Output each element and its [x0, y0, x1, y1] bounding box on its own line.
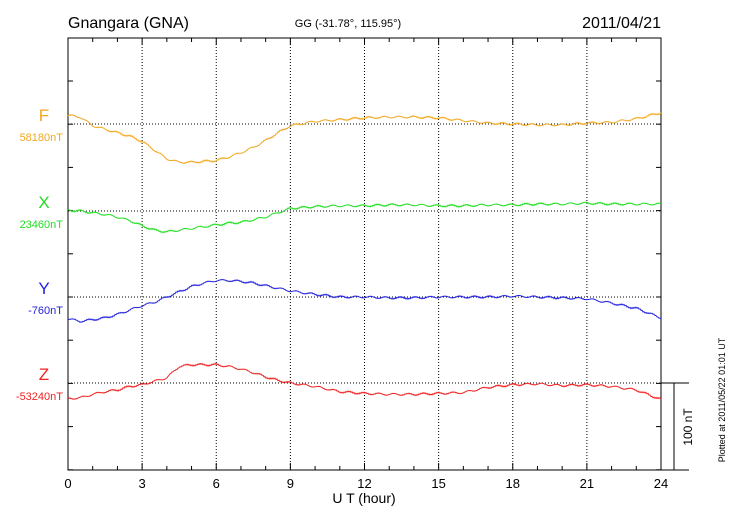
series-labels: F 58180nT X 23460nT Y -760nT Z -53240nT [16, 106, 63, 403]
x-tick-label: 21 [580, 476, 594, 491]
station-coords: GG (-31.78°, 115.95°) [295, 18, 401, 30]
series-baseline-label-y: -760nT [28, 305, 63, 317]
series-baseline-label-x: 23460nT [20, 219, 64, 231]
vertical-gridlines [141, 38, 588, 470]
series-baseline-label-z: -53240nT [16, 391, 63, 403]
x-tick-label: 3 [139, 476, 146, 491]
scale-bar: 100 nT [661, 382, 695, 471]
axis-ticks [67, 38, 662, 471]
x-tick-label: 6 [213, 476, 220, 491]
series-line-x [67, 201, 662, 234]
series-name-x: X [38, 193, 49, 212]
x-tick-label: 12 [357, 476, 371, 491]
series-line-f [67, 112, 662, 165]
series-name-y: Y [38, 279, 49, 298]
series-baseline-label-f: 58180nT [20, 132, 64, 144]
station-title: Gnangara (GNA) [68, 15, 189, 32]
scale-bar-label: 100 nT [681, 408, 695, 446]
x-tick-labels: 0 3 6 9 12 15 18 21 24 [64, 476, 668, 491]
series-line-y [67, 278, 662, 324]
series-name-f: F [39, 106, 49, 125]
x-tick-label: 18 [506, 476, 520, 491]
plot-date: 2011/04/21 [582, 15, 661, 32]
x-tick-label: 15 [431, 476, 445, 491]
series-lines [67, 112, 662, 400]
x-tick-label: 24 [654, 476, 668, 491]
x-tick-label: 9 [287, 476, 294, 491]
plotted-at-note: Plotted at 2011/05/22 01:01 UT [717, 337, 727, 462]
series-line-z [67, 362, 662, 400]
x-tick-label: 0 [64, 476, 71, 491]
series-name-z: Z [39, 365, 49, 384]
x-axis-label: U T (hour) [332, 490, 395, 506]
